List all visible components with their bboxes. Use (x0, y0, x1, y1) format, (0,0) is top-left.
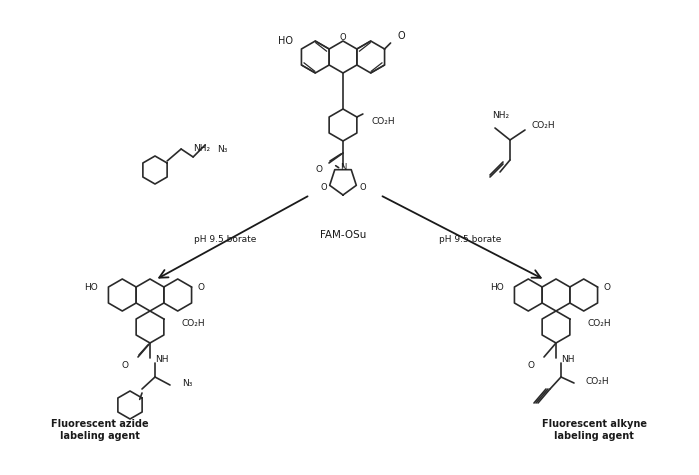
Text: N: N (340, 162, 346, 171)
Text: N₃: N₃ (182, 379, 192, 388)
Text: pH 9.5 borate: pH 9.5 borate (439, 236, 501, 245)
Text: NH: NH (561, 355, 575, 364)
Text: O: O (198, 283, 205, 292)
Text: CO₂H: CO₂H (586, 377, 610, 386)
Text: Fluorescent azide
labeling agent: Fluorescent azide labeling agent (51, 419, 149, 441)
Text: O: O (359, 182, 366, 191)
Text: O: O (316, 164, 323, 173)
Text: CO₂H: CO₂H (182, 319, 206, 327)
Text: O: O (398, 31, 405, 41)
Text: O: O (320, 182, 327, 191)
Text: O: O (527, 361, 534, 370)
Text: pH 9.5 borate: pH 9.5 borate (194, 236, 257, 245)
Text: CO₂H: CO₂H (371, 116, 395, 125)
Text: CO₂H: CO₂H (588, 319, 612, 327)
Text: NH₂: NH₂ (492, 111, 509, 120)
Text: HO: HO (491, 283, 504, 292)
Text: O: O (604, 283, 611, 292)
Text: O: O (121, 361, 128, 370)
Text: Fluorescent alkyne
labeling agent: Fluorescent alkyne labeling agent (542, 419, 647, 441)
Text: N₃: N₃ (217, 144, 227, 153)
Text: O: O (340, 34, 346, 42)
Text: FAM-OSu: FAM-OSu (320, 230, 366, 240)
Text: NH₂: NH₂ (193, 144, 210, 153)
Text: HO: HO (85, 283, 99, 292)
Text: HO: HO (278, 36, 294, 46)
Text: CO₂H: CO₂H (532, 121, 556, 130)
Text: NH: NH (155, 355, 168, 364)
